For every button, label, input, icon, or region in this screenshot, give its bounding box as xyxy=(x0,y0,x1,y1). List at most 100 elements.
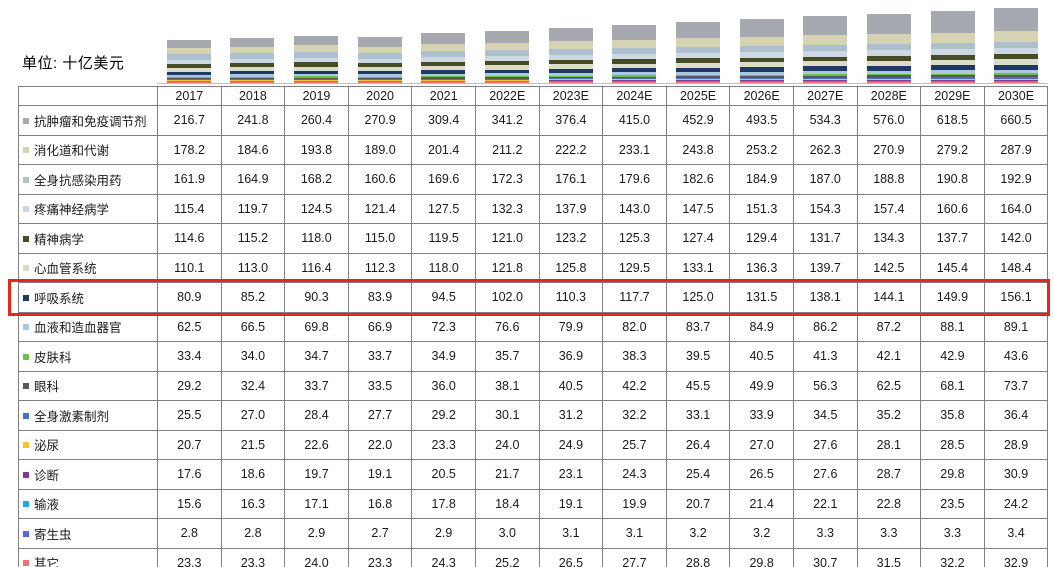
bar-segment xyxy=(930,49,975,56)
bar-segment xyxy=(166,71,211,75)
bar-segment xyxy=(357,58,402,64)
bar-segment xyxy=(739,71,784,75)
bar-segment xyxy=(994,41,1039,49)
bar-segment xyxy=(485,78,530,80)
value-cell: 193.8 xyxy=(284,134,349,165)
value-cell: 20.7 xyxy=(157,429,222,460)
value-cell: 36.9 xyxy=(538,341,604,372)
table-row: 精神病学 114.6 115.2 118.0 115.0 119.5 121.0 123.2 1… xyxy=(18,223,1049,254)
legend-swatch-icon xyxy=(23,294,29,301)
bar-segment xyxy=(166,54,211,60)
bar-segment xyxy=(294,36,339,46)
bar-segment xyxy=(930,81,975,83)
bar-segment xyxy=(230,79,275,80)
value-cell: 118.0 xyxy=(284,223,349,254)
bar-segment xyxy=(485,79,530,81)
bar-segment xyxy=(421,79,466,81)
stacked-bar-2021 xyxy=(421,33,466,83)
value-cell: 133.1 xyxy=(665,252,731,283)
value-cell: 24.9 xyxy=(538,429,604,460)
table-row: 心血管系统 110.1 113.0 116.4 112.3 118.0 121.8 125.8… xyxy=(18,252,1049,283)
bar-segment xyxy=(357,82,402,83)
bar-segment xyxy=(485,81,530,82)
value-cell: 28.7 xyxy=(856,459,922,490)
value-cell: 34.5 xyxy=(792,400,858,431)
bar-segment xyxy=(612,72,657,76)
bar-segment xyxy=(421,51,466,58)
bar-slot-2030E xyxy=(984,0,1048,83)
value-cell: 309.4 xyxy=(411,105,476,136)
bar-segment xyxy=(230,38,275,47)
value-cell: 80.9 xyxy=(157,282,222,313)
bar-segment xyxy=(166,68,211,72)
value-cell: 21.5 xyxy=(220,429,286,460)
value-cell: 149.9 xyxy=(920,282,985,313)
value-cell: 178.2 xyxy=(157,134,222,165)
bar-segment xyxy=(612,75,657,77)
row-label: 呼吸系统 xyxy=(18,282,158,313)
bar-segment xyxy=(803,71,848,75)
value-cell: 129.4 xyxy=(729,223,794,254)
bar-segment xyxy=(994,8,1039,32)
value-cell: 192.9 xyxy=(983,164,1049,195)
value-cell: 66.5 xyxy=(220,311,286,342)
legend-swatch-icon xyxy=(23,235,29,242)
value-cell: 31.2 xyxy=(538,400,604,431)
value-cell: 42.1 xyxy=(856,341,922,372)
bar-slot-2025E xyxy=(666,0,730,83)
bar-segment xyxy=(166,81,211,82)
value-cell: 33.9 xyxy=(729,400,794,431)
bar-segment xyxy=(485,65,530,70)
value-cell: 94.5 xyxy=(411,282,476,313)
value-cell: 144.1 xyxy=(856,282,922,313)
value-cell: 148.4 xyxy=(983,252,1049,283)
value-cell: 129.5 xyxy=(602,252,667,283)
value-cell: 23.3 xyxy=(411,429,476,460)
bar-segment xyxy=(930,60,975,66)
bar-segment xyxy=(357,46,402,54)
value-cell: 16.3 xyxy=(220,488,286,519)
bar-segment xyxy=(294,45,339,53)
bar-segment xyxy=(675,58,720,63)
bar-segment xyxy=(994,77,1039,79)
value-cell: 27.6 xyxy=(792,459,858,490)
year-header-2029E: 2029E xyxy=(920,86,985,106)
year-header-2026E: 2026E xyxy=(729,86,794,106)
bar-segment xyxy=(485,69,530,74)
value-cell: 24.3 xyxy=(411,547,476,567)
value-cell: 24.3 xyxy=(602,459,667,490)
bar-segment xyxy=(548,81,593,82)
bar-segment xyxy=(994,59,1039,65)
bar-segment xyxy=(675,78,720,80)
bar-segment xyxy=(548,41,593,49)
bar-segment xyxy=(930,75,975,78)
value-cell: 68.1 xyxy=(920,370,985,401)
data-table: 2017 2018 2019 2020 2021 2022E 2023E 2024E 2025E… xyxy=(18,86,1049,567)
bar-segment xyxy=(357,71,402,75)
value-cell: 19.9 xyxy=(602,488,667,519)
bar-segment xyxy=(294,80,339,82)
bar-segment xyxy=(357,77,402,79)
value-cell: 28.5 xyxy=(920,429,985,460)
bar-segment xyxy=(739,19,784,37)
value-cell: 112.3 xyxy=(347,252,413,283)
value-cell: 110.3 xyxy=(538,282,604,313)
bar-segment xyxy=(803,61,848,67)
bar-segment xyxy=(930,79,975,81)
value-cell: 30.7 xyxy=(792,547,858,567)
bar-segment xyxy=(357,80,402,82)
value-cell: 23.3 xyxy=(157,547,222,567)
value-cell: 143.0 xyxy=(602,193,667,224)
value-cell: 33.1 xyxy=(665,400,731,431)
value-cell: 62.5 xyxy=(157,311,222,342)
value-cell: 25.5 xyxy=(157,400,222,431)
year-header-2025E: 2025E xyxy=(665,86,731,106)
bar-segment xyxy=(739,80,784,81)
bar-segment xyxy=(357,78,402,80)
value-cell: 279.2 xyxy=(920,134,985,165)
bar-segment xyxy=(166,80,211,81)
value-cell: 142.5 xyxy=(856,252,922,283)
value-cell: 90.3 xyxy=(284,282,349,313)
bar-segment xyxy=(485,77,530,79)
